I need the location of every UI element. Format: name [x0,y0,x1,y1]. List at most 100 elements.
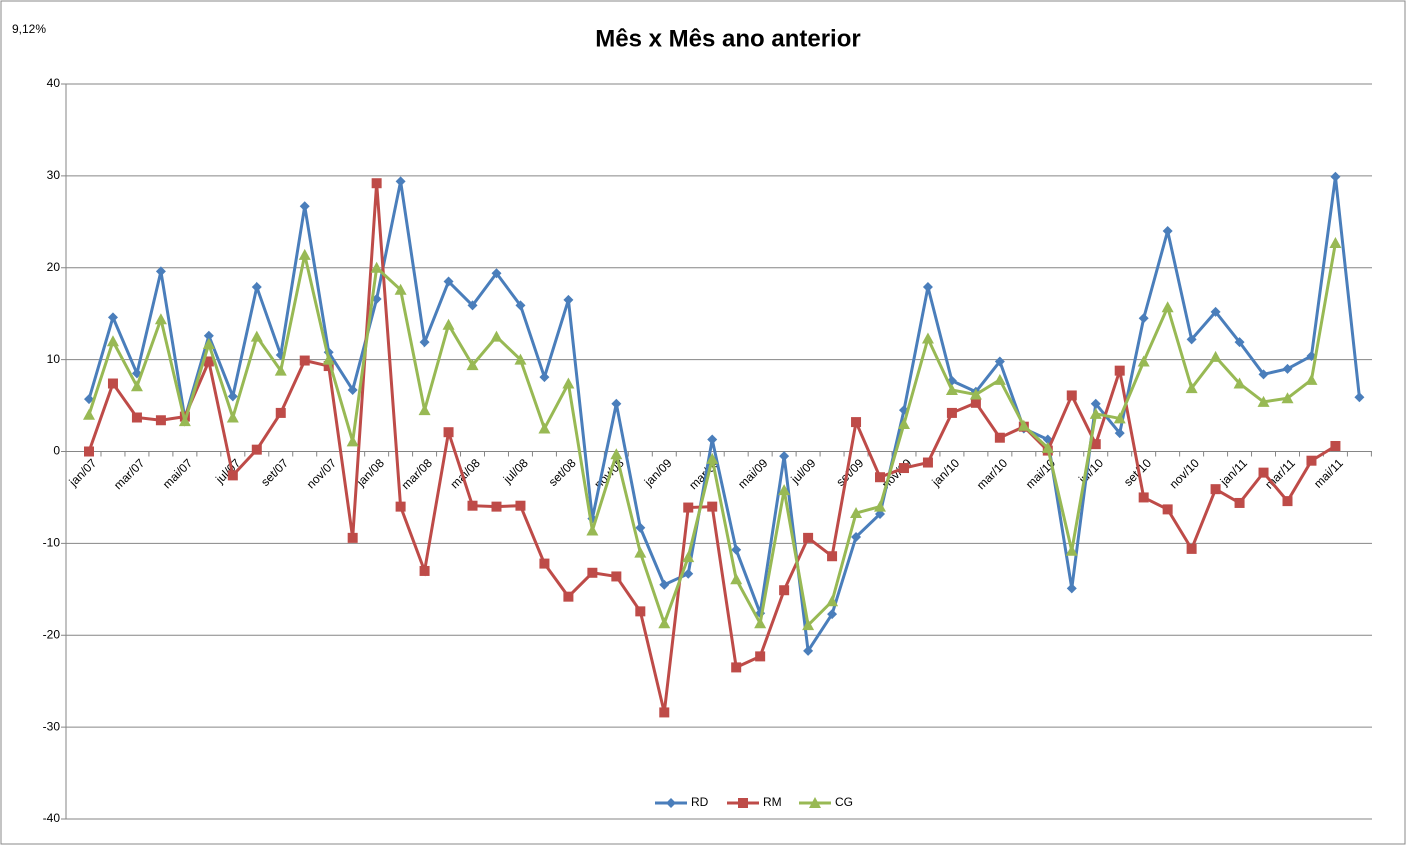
marker [969,388,982,400]
marker [1185,382,1198,394]
marker [443,427,454,438]
marker [251,444,262,455]
marker [1306,455,1317,466]
marker [84,394,94,405]
marker [299,355,310,366]
marker [1066,390,1077,401]
marker [275,407,286,418]
marker [563,591,574,602]
y-tick-label: 20 [47,260,61,274]
marker [587,567,598,578]
marker [107,312,118,323]
marker [1330,171,1341,182]
legend-label: RD [691,795,709,809]
marker [970,397,981,408]
marker [178,415,191,427]
marker [1258,467,1269,478]
marker [1161,301,1174,313]
marker [491,268,502,279]
marker [1258,369,1269,380]
marker [203,356,214,367]
marker [443,276,454,287]
y-tick-label: 40 [47,76,61,90]
marker [1138,492,1149,503]
marker [1186,334,1197,345]
marker [539,558,550,569]
marker [827,609,838,620]
marker [83,408,95,420]
marker [442,318,455,330]
marker [1089,407,1102,419]
marker [1282,363,1293,374]
marker [683,502,694,513]
marker [682,551,695,563]
marker [419,565,430,576]
marker [562,377,575,389]
y-tick-label: -10 [43,536,61,550]
marker [1090,439,1101,450]
marker [586,524,599,536]
marker [490,330,503,342]
marker [946,407,957,418]
marker [227,391,238,402]
marker [731,662,742,673]
y-tick-label: 10 [47,352,61,366]
marker [779,585,790,596]
marker [826,595,839,607]
marker [1257,395,1270,407]
marker [491,501,502,512]
marker [611,398,622,409]
marker [898,463,909,474]
marker [1209,350,1222,362]
marker [945,383,958,395]
marker [1281,392,1294,404]
marker [827,551,838,562]
marker [130,380,143,392]
marker [347,532,358,543]
marker [779,451,790,462]
legend-label: CG [835,795,853,809]
marker [802,619,815,631]
marker [683,568,694,579]
y-tick-label: -20 [43,627,61,641]
marker [897,417,910,429]
marker [226,411,239,423]
marker [634,546,647,558]
marker [515,500,526,511]
marker [1210,306,1221,317]
marker [803,532,814,543]
marker [466,359,479,371]
marker [659,579,670,590]
marker [922,282,933,293]
marker [322,353,335,365]
series-line [87,176,1361,656]
marker [1162,504,1173,515]
marker [419,337,430,348]
marker [515,300,526,311]
marker [994,356,1005,367]
marker [84,446,94,457]
marker [1234,337,1245,348]
marker [635,606,646,617]
marker [107,378,118,389]
marker [299,201,310,212]
marker [731,544,742,555]
marker [155,266,166,277]
marker [1186,543,1197,554]
marker [298,248,311,260]
marker [250,330,263,342]
marker [1113,412,1126,424]
marker [921,332,934,344]
marker [874,500,887,512]
marker [707,434,718,445]
marker [922,457,933,468]
marker [1234,497,1245,508]
legend-marker [666,798,676,808]
marker [563,294,574,305]
marker [993,373,1006,385]
marker [1162,226,1173,236]
marker [467,300,478,311]
marker [1354,392,1365,403]
